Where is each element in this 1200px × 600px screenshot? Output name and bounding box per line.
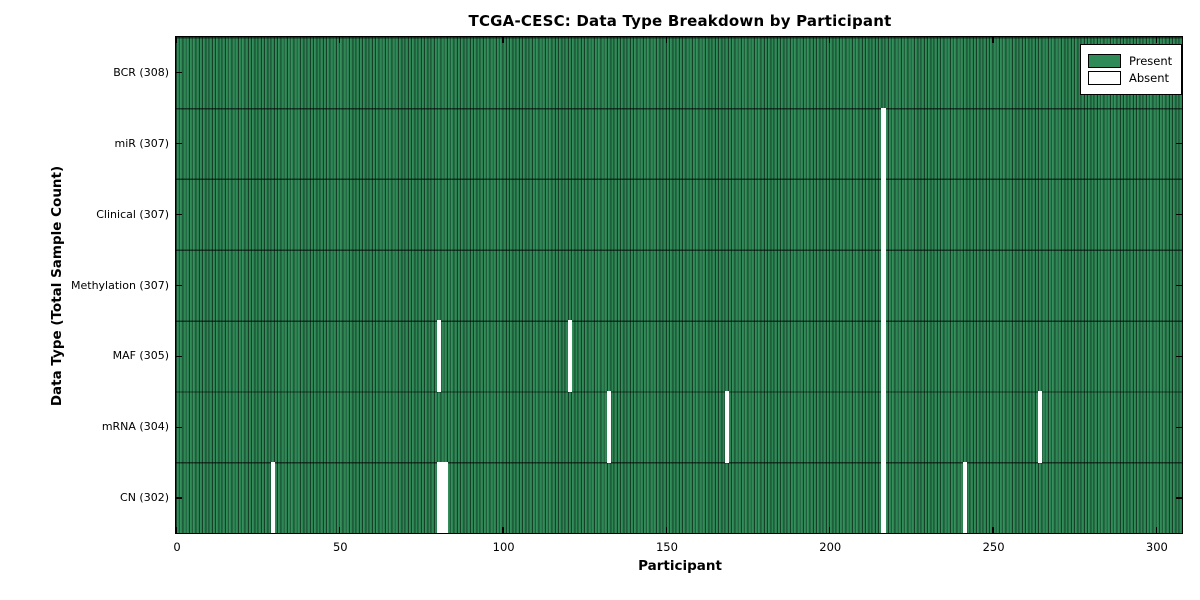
absent-gap <box>881 461 886 534</box>
x-tick-mark <box>992 527 994 534</box>
x-tick-mark <box>992 37 994 44</box>
y-tick-mark <box>1176 497 1183 499</box>
x-tick-mark <box>1155 37 1157 44</box>
absent-gap <box>437 461 442 534</box>
absent-gap <box>1038 391 1043 464</box>
y-tick-label: BCR (308) <box>113 65 169 79</box>
x-tick-label: 0 <box>173 540 181 554</box>
absent-gap <box>881 320 886 393</box>
absent-gap <box>607 391 612 464</box>
x-tick-mark <box>339 527 341 534</box>
absent-gap <box>724 391 729 464</box>
y-tick-label: miR (307) <box>114 136 170 150</box>
x-tick-mark <box>339 37 341 44</box>
y-tick-mark <box>1176 143 1183 145</box>
y-tick-mark <box>176 72 183 74</box>
y-tick-mark <box>176 284 183 286</box>
absent-swatch-icon <box>1088 71 1121 85</box>
legend-item-present: Present <box>1088 54 1172 68</box>
x-tick-label: 200 <box>819 540 842 554</box>
legend-label-present: Present <box>1129 54 1173 68</box>
legend: Present Absent <box>1080 44 1183 95</box>
x-tick-label: 250 <box>982 540 1005 554</box>
x-tick-mark <box>1155 527 1157 534</box>
y-tick-mark <box>176 213 183 216</box>
absent-gap <box>437 320 442 393</box>
y-tick-mark <box>176 355 183 357</box>
y-tick-mark <box>176 426 183 428</box>
y-tick-mark <box>1176 213 1183 216</box>
x-tick-mark <box>665 37 667 44</box>
absent-gap <box>443 461 448 534</box>
absent-gap <box>881 178 886 251</box>
x-tick-mark <box>829 527 831 534</box>
y-tick-mark <box>1176 355 1183 357</box>
x-tick-mark <box>502 37 504 44</box>
legend-item-absent: Absent <box>1088 71 1172 85</box>
absent-gap <box>270 461 275 534</box>
absent-gap <box>881 391 886 464</box>
absent-gap <box>963 461 968 534</box>
y-tick-mark <box>1176 426 1183 428</box>
y-tick-label: Methylation (307) <box>71 278 169 292</box>
x-tick-label: 50 <box>332 540 348 554</box>
x-tick-mark <box>665 527 667 534</box>
y-tick-label: CN (302) <box>120 491 169 505</box>
plot-area <box>175 36 1184 535</box>
x-tick-mark <box>176 527 177 534</box>
absent-gap <box>567 320 572 393</box>
absent-gap <box>881 249 886 322</box>
y-tick-label: MAF (305) <box>112 349 169 363</box>
chart-title: TCGA-CESC: Data Type Breakdown by Partic… <box>468 12 892 30</box>
y-tick-mark <box>176 143 183 145</box>
y-tick-label: Clinical (307) <box>96 207 169 221</box>
x-tick-label: 150 <box>655 540 678 554</box>
present-swatch-icon <box>1088 54 1121 68</box>
absent-gap <box>881 107 886 180</box>
x-axis-label: Participant <box>638 558 722 574</box>
x-tick-mark <box>176 37 177 44</box>
legend-label-absent: Absent <box>1129 71 1170 85</box>
x-tick-mark <box>502 527 504 534</box>
x-tick-label: 100 <box>492 540 515 554</box>
absent-gap <box>440 461 445 534</box>
x-tick-label: 300 <box>1145 540 1168 554</box>
y-tick-label: mRNA (304) <box>101 420 169 434</box>
x-tick-mark <box>829 37 831 44</box>
y-tick-mark <box>1176 284 1183 286</box>
y-tick-mark <box>176 497 183 499</box>
